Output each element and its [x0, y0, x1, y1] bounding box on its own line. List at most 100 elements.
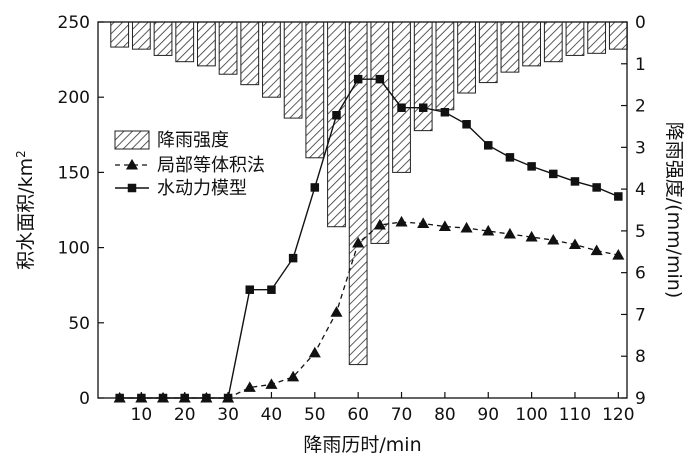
plot-frame [97, 21, 628, 399]
rain-bar [305, 21, 325, 159]
x-tick-label: 20 [174, 405, 196, 425]
series-line-dashed [119, 221, 619, 399]
triangle-point [417, 217, 430, 228]
triangle-point [287, 370, 300, 382]
triangle-point [612, 248, 625, 260]
rain-bar [608, 21, 628, 50]
series-line-solid [119, 78, 619, 399]
x-tick-label: 60 [347, 405, 369, 425]
rain-bar [240, 21, 260, 86]
legend-label-square: 水动力模型 [157, 178, 247, 199]
square-point [245, 285, 255, 294]
x-tick-label: 30 [217, 405, 239, 425]
square-point [332, 110, 341, 120]
square-point [462, 120, 471, 129]
x-tick-label: 40 [261, 405, 283, 425]
square-point [549, 169, 558, 179]
square-point [397, 103, 406, 112]
legend-label-triangle: 局部等体积法 [157, 155, 265, 176]
left-tick-label: 150 [58, 163, 90, 183]
triangle-point [460, 221, 473, 233]
square-point [570, 177, 580, 186]
x-tick-label: 100 [515, 405, 547, 425]
left-tick-label: 0 [79, 389, 90, 409]
triangle-point [395, 215, 408, 227]
right-tick-label: 6 [635, 264, 646, 284]
rain-bar [435, 21, 455, 111]
triangle-point [243, 381, 256, 392]
x-tick-label: 90 [477, 405, 499, 425]
left-tick-label: 200 [58, 88, 90, 108]
right-tick-label: 9 [635, 389, 646, 409]
square-point [592, 183, 601, 192]
x-tick-label: 70 [391, 405, 413, 425]
rain-bar [131, 21, 151, 50]
triangle-point [438, 220, 451, 231]
triangle-point [547, 233, 560, 245]
y-left-axis-title-sup: 2 [14, 150, 28, 158]
left-tick-label: 100 [58, 239, 90, 259]
y-left-axis-title-text: 积水面积/km [15, 158, 37, 270]
rain-bar [392, 21, 411, 173]
square-point [353, 74, 363, 84]
legend-marker-triangle [125, 158, 139, 170]
rain-bar [283, 21, 303, 119]
right-tick-label: 2 [635, 97, 646, 117]
triangle-point [568, 238, 582, 250]
rain-bar [587, 21, 607, 54]
square-point [310, 183, 320, 192]
rain-bar [348, 21, 368, 366]
right-tick-label: 8 [635, 347, 646, 367]
rain-bar [522, 21, 541, 67]
x-tick-label: 80 [434, 405, 456, 425]
square-point [267, 285, 276, 294]
rain-bar [370, 21, 390, 244]
rain-bar [218, 21, 238, 75]
rain-bar [197, 21, 216, 67]
triangle-point [525, 230, 538, 242]
square-point [614, 192, 623, 201]
right-tick-label: 7 [635, 305, 646, 325]
right-tick-label: 1 [635, 55, 646, 75]
triangle-point [330, 306, 343, 317]
square-point [418, 103, 428, 112]
rain-bar [413, 21, 433, 132]
rain-bar [500, 21, 520, 73]
right-tick-label: 4 [635, 180, 646, 200]
left-tick-label: 250 [58, 13, 90, 33]
square-point [288, 253, 298, 263]
x-axis-title: 降雨历时/min [303, 434, 421, 456]
rain-bar [262, 21, 281, 98]
rain-bar [327, 21, 346, 228]
rain-bar [175, 21, 195, 63]
legend-label-rain: 降雨强度 [157, 130, 229, 151]
square-point [483, 141, 493, 150]
square-point [527, 162, 536, 171]
legend-swatch-rain [114, 130, 150, 150]
rain-bar [153, 21, 173, 56]
right-tick-label: 0 [635, 13, 646, 33]
triangle-point [373, 218, 386, 230]
x-tick-label: 120 [602, 405, 634, 425]
legend-marker-square [127, 183, 137, 193]
square-point [505, 153, 515, 162]
x-tick-label: 10 [131, 405, 153, 425]
left-tick-label: 50 [68, 314, 90, 334]
x-tick-label: 50 [304, 405, 326, 425]
rain-bar [110, 21, 130, 48]
square-point [440, 107, 450, 117]
rain-bar [478, 21, 498, 84]
triangle-point [308, 346, 321, 358]
triangle-point [265, 378, 278, 389]
triangle-point [590, 244, 603, 256]
square-point [375, 74, 385, 84]
rain-bar [543, 21, 563, 63]
right-tick-label: 3 [635, 138, 646, 158]
triangle-point [503, 227, 516, 239]
rain-bar [565, 21, 585, 56]
triangle-point [352, 236, 365, 248]
right-tick-label: 5 [635, 222, 646, 242]
y-left-axis-title: 积水面积/km2 [14, 150, 37, 270]
x-tick-label: 110 [559, 405, 591, 425]
